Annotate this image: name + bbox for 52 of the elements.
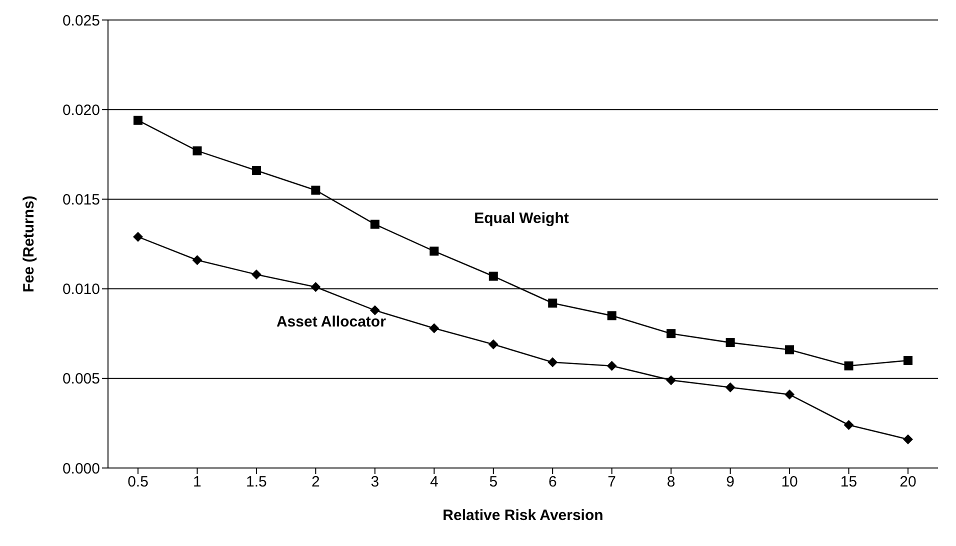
x-tick-label: 2 <box>312 474 320 491</box>
y-tick-label: 0.005 <box>62 370 100 388</box>
point <box>192 146 202 156</box>
point <box>488 272 498 281</box>
y-tick-label: 0.000 <box>62 460 100 478</box>
x-axis-title: Relative Risk Aversion <box>442 507 604 524</box>
x-tick-label: 9 <box>726 474 734 491</box>
point <box>251 269 262 280</box>
point <box>548 298 558 308</box>
point <box>311 186 320 195</box>
point <box>370 220 380 229</box>
point <box>904 356 912 365</box>
y-tick-label: 0.025 <box>62 12 100 30</box>
x-tick-label: 6 <box>548 474 557 491</box>
x-tick-label: 15 <box>840 474 858 491</box>
point <box>784 390 795 400</box>
x-tick-label: 4 <box>430 474 438 491</box>
x-tick-label: 8 <box>666 474 676 491</box>
point <box>844 361 854 370</box>
x-tick-label: 1 <box>193 474 202 491</box>
point <box>430 246 439 256</box>
point <box>903 434 913 444</box>
y-axis-title: Fee (Returns) <box>20 196 38 292</box>
point <box>429 323 440 334</box>
x-tick-label: 5 <box>489 474 498 491</box>
text: Equal Weight <box>474 210 569 228</box>
point <box>726 338 735 348</box>
point <box>310 282 321 292</box>
point <box>488 339 498 350</box>
point <box>785 345 794 354</box>
x-tick-label: 3 <box>370 474 380 491</box>
x-tick-label: 20 <box>900 474 916 491</box>
point <box>133 232 143 242</box>
y-tick-label: 0.020 <box>62 102 100 119</box>
point <box>606 360 617 371</box>
x-tick-label: 0.5 <box>128 474 148 491</box>
point <box>725 382 736 392</box>
point <box>134 116 142 125</box>
y-tick-label: 0.015 <box>62 192 100 209</box>
x-tick-label: 10 <box>781 474 798 491</box>
point <box>192 255 202 266</box>
y-tick-label: 0.010 <box>62 281 100 298</box>
point <box>548 357 558 368</box>
x-tick-label: 1.5 <box>246 474 267 491</box>
point <box>607 311 616 320</box>
x-tick-label: 7 <box>608 474 616 491</box>
point <box>844 420 854 430</box>
point <box>370 305 380 316</box>
point <box>666 375 676 386</box>
series-label: Asset Allocator <box>276 313 386 330</box>
point <box>666 329 676 338</box>
point <box>252 166 261 176</box>
